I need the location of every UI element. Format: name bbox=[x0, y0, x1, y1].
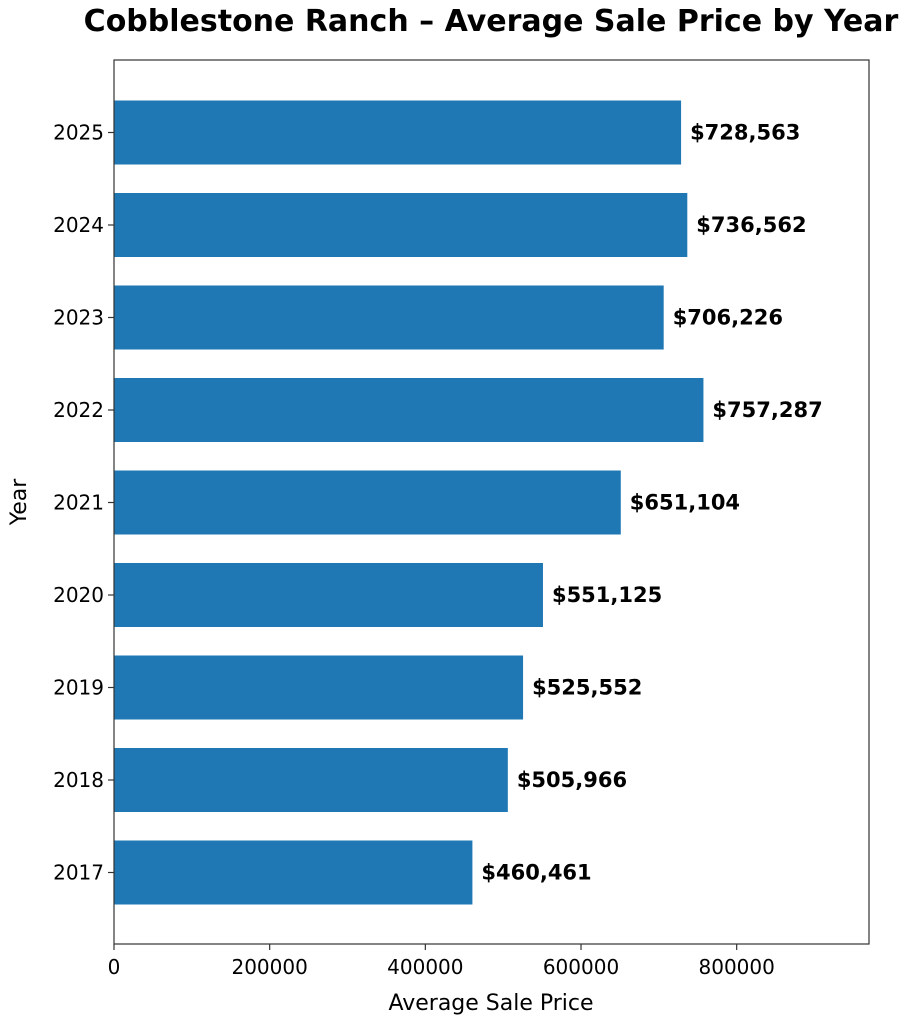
x-tick-label-800000: 800000 bbox=[699, 955, 775, 979]
y-tick-label-2021: 2021 bbox=[53, 491, 104, 515]
bar-2017 bbox=[114, 840, 473, 905]
bar-2020 bbox=[114, 563, 543, 627]
data-label-2018: $505,966 bbox=[517, 768, 627, 792]
bar-2018 bbox=[114, 748, 508, 812]
x-axis-ticks: 0 200000 400000 600000 800000 bbox=[108, 944, 775, 979]
bar-2021 bbox=[114, 470, 621, 535]
data-labels-group: $460,461 $505,966 $525,552 $551,125 $651,104… bbox=[481, 121, 822, 885]
bar-2022 bbox=[114, 378, 704, 442]
plot-area-frame bbox=[113, 59, 870, 945]
chart-title: Cobblestone Ranch – Average Sale Price b… bbox=[84, 4, 899, 39]
x-tick-label-0: 0 bbox=[108, 955, 121, 979]
y-tick-label-2023: 2023 bbox=[53, 306, 104, 330]
y-tick-label-2022: 2022 bbox=[53, 398, 104, 422]
data-label-2024: $736,562 bbox=[696, 213, 806, 237]
y-tick-label-2018: 2018 bbox=[53, 768, 104, 792]
y-tick-label-2024: 2024 bbox=[53, 213, 104, 237]
y-tick-label-2019: 2019 bbox=[53, 676, 104, 700]
y-tick-label-2025: 2025 bbox=[53, 121, 104, 145]
x-tick-label-400000: 400000 bbox=[387, 955, 463, 979]
data-label-2019: $525,552 bbox=[532, 676, 642, 700]
y-tick-label-2020: 2020 bbox=[53, 583, 104, 607]
bar-2019 bbox=[114, 655, 524, 720]
data-label-2025: $728,563 bbox=[690, 121, 800, 145]
bars-group bbox=[114, 100, 704, 905]
data-label-2020: $551,125 bbox=[552, 583, 662, 607]
x-tick-label-600000: 600000 bbox=[543, 955, 619, 979]
bar-2025 bbox=[114, 100, 682, 165]
data-label-2023: $706,226 bbox=[673, 306, 783, 330]
data-label-2017: $460,461 bbox=[481, 861, 591, 885]
data-label-2021: $651,104 bbox=[630, 491, 740, 515]
x-tick-label-200000: 200000 bbox=[231, 955, 307, 979]
data-label-2022: $757,287 bbox=[712, 398, 822, 422]
y-axis-ticks: 2017 2018 2019 2020 2021 2022 2023 2024 2025 bbox=[53, 121, 114, 885]
y-axis-label: Year bbox=[7, 478, 32, 527]
x-axis-label: Average Sale Price bbox=[388, 991, 593, 1016]
bar-2024 bbox=[114, 193, 688, 257]
bar-2023 bbox=[114, 285, 664, 350]
y-tick-label-2017: 2017 bbox=[53, 861, 104, 885]
